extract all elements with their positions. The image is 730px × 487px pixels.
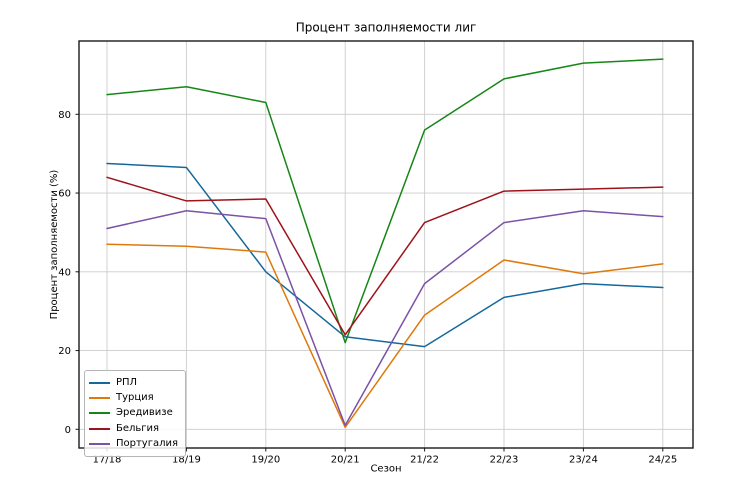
series-line-Бельгия xyxy=(106,176,664,336)
legend-label: Эредивизе xyxy=(116,407,173,419)
legend-label: РПЛ xyxy=(116,376,138,388)
y-tick-label: 60 xyxy=(58,189,71,200)
series-line-Эредивизе xyxy=(106,58,664,344)
legend-line-swatch xyxy=(89,427,110,430)
legend-label: Бельгия xyxy=(116,422,160,434)
series-group xyxy=(106,58,664,429)
x-tick-label: 17/18 xyxy=(93,455,122,466)
chart-title: Процент заполняемости лиг xyxy=(296,21,477,35)
legend-entry: Эредивизе xyxy=(89,406,178,421)
y-tick-label: 20 xyxy=(58,346,71,357)
series-line-Турция xyxy=(106,243,664,429)
legend-line-swatch xyxy=(89,397,110,400)
x-tick-label: 19/20 xyxy=(251,455,280,466)
x-tick-label: 22/23 xyxy=(490,455,519,466)
x-tick-label: 23/24 xyxy=(569,455,598,466)
x-tick-label: 20/21 xyxy=(331,455,360,466)
x-tick-label: 21/22 xyxy=(410,455,439,466)
series-line-Португалия xyxy=(106,210,664,427)
gridlines-group xyxy=(79,41,693,448)
y-tick-label: 0 xyxy=(65,425,71,436)
legend-entry: РПЛ xyxy=(89,375,178,390)
legend-label: Турция xyxy=(116,392,154,404)
legend: РПЛ Турция Эредивизе Бельгия Португалия xyxy=(84,370,187,457)
x-tick-label: 24/25 xyxy=(648,455,677,466)
legend-line-swatch xyxy=(89,381,110,384)
legend-line-swatch xyxy=(89,443,110,446)
legend-entry: Португалия xyxy=(89,437,178,452)
legend-label: Португалия xyxy=(116,438,179,450)
plot-frame xyxy=(78,40,694,449)
series-line-РПЛ xyxy=(106,162,664,348)
legend-line-swatch xyxy=(89,412,110,415)
ticks-group: 17/18 18/19 19/20 20/21 21/22 22/23 23/24 24/25… xyxy=(58,110,677,466)
y-tick-label: 80 xyxy=(58,110,71,121)
x-axis-label: Сезон xyxy=(370,464,401,475)
y-axis-label: Процент заполняемости (%) xyxy=(49,170,60,320)
legend-entry: Турция xyxy=(89,390,178,405)
axes-group xyxy=(78,40,694,449)
legend-entry: Бельгия xyxy=(89,421,178,436)
x-tick-label: 18/19 xyxy=(172,455,201,466)
y-tick-label: 40 xyxy=(58,267,71,278)
